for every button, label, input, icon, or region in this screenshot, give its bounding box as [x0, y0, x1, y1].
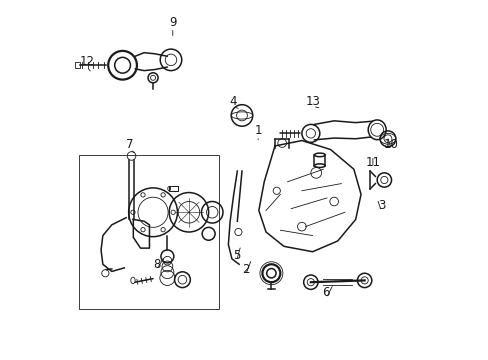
Bar — [75, 62, 80, 68]
Ellipse shape — [367, 120, 386, 140]
Bar — [169, 186, 178, 191]
Text: 7: 7 — [126, 138, 133, 150]
Text: 10: 10 — [383, 138, 398, 150]
Text: 3: 3 — [377, 199, 385, 212]
Ellipse shape — [314, 164, 325, 167]
Bar — [79, 155, 219, 309]
Text: 12: 12 — [79, 55, 94, 68]
Text: 9: 9 — [169, 16, 176, 29]
Text: 8: 8 — [153, 258, 160, 271]
Text: 5: 5 — [232, 249, 240, 262]
Text: 2: 2 — [242, 263, 249, 276]
Bar — [169, 186, 178, 191]
Text: 6: 6 — [322, 287, 329, 300]
Polygon shape — [258, 140, 360, 252]
Text: 11: 11 — [365, 156, 380, 169]
Text: 4: 4 — [229, 95, 236, 108]
Text: 13: 13 — [305, 95, 320, 108]
Text: 1: 1 — [254, 124, 262, 137]
